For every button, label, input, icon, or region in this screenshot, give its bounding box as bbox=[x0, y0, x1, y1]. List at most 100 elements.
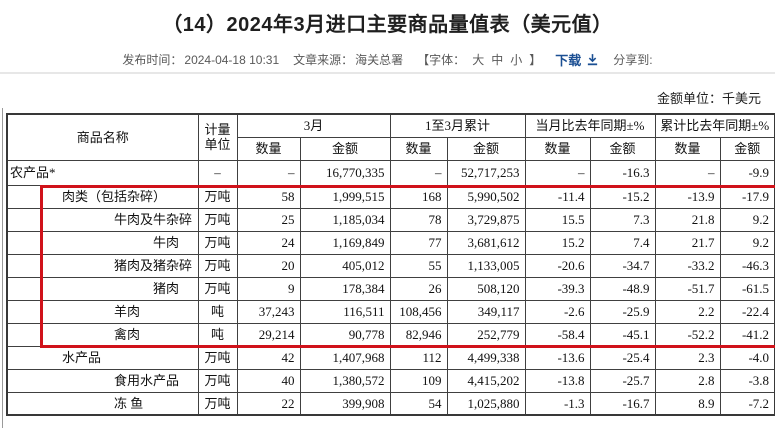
qty-cum-yoy-cell: 2.2 bbox=[654, 299, 721, 324]
table-row: 猪肉及猪杂碎 万吨 20 405,012 55 1,133,005 -20.6 … bbox=[6, 253, 775, 278]
table-row: 农产品* – – 16,770,335 – 52,717,253 – -16.3… bbox=[6, 159, 775, 186]
amt-march-cell: 1,185,034 bbox=[299, 207, 391, 232]
amt-cum-cell: 252,779 bbox=[446, 322, 526, 347]
commodity-name-cell: 食用水产品 bbox=[6, 368, 199, 393]
qty-cum-yoy-cell: -51.7 bbox=[654, 276, 721, 301]
unit-cell: – bbox=[197, 159, 238, 186]
qty-march-cell: 22 bbox=[236, 391, 301, 416]
qty-cum-yoy-cell: -52.2 bbox=[654, 322, 721, 347]
qty-month-yoy-cell: – bbox=[524, 159, 591, 186]
table-row: 水产品 万吨 42 1,407,968 112 4,499,338 -13.6 … bbox=[6, 345, 775, 370]
qty-cum-cell: 82,946 bbox=[389, 322, 448, 347]
header-divider bbox=[0, 72, 775, 74]
download-button[interactable]: 下载 bbox=[555, 50, 599, 69]
font-size-small-button[interactable]: 小 bbox=[510, 53, 523, 67]
amt-cum-cell: 349,117 bbox=[446, 299, 526, 324]
amt-cum-cell: 4,415,202 bbox=[446, 368, 526, 393]
col-header-amt-cum: 金额 bbox=[446, 136, 526, 161]
table-body: 农产品* – – 16,770,335 – 52,717,253 – -16.3… bbox=[6, 159, 775, 416]
qty-march-cell: 58 bbox=[236, 184, 301, 209]
qty-cum-yoy-cell: 21.7 bbox=[654, 230, 721, 255]
table-row: 冻 鱼 万吨 22 399,908 54 1,025,880 -1.3 -16.… bbox=[6, 391, 775, 416]
qty-march-cell: 25 bbox=[236, 207, 301, 232]
amt-cum-cell: 1,025,880 bbox=[446, 391, 526, 416]
amt-march-cell: 1,169,849 bbox=[299, 230, 391, 255]
qty-month-yoy-cell: -2.6 bbox=[524, 299, 591, 324]
amt-march-cell: 178,384 bbox=[299, 276, 391, 301]
commodity-name-cell: 牛肉 bbox=[6, 230, 199, 255]
qty-month-yoy-cell: -58.4 bbox=[524, 322, 591, 347]
amt-month-yoy-cell: -16.3 bbox=[589, 159, 656, 186]
col-group-jan-to-march: 1至3月累计 bbox=[389, 113, 526, 138]
qty-march-cell: 20 bbox=[236, 253, 301, 278]
amt-month-yoy-cell: -25.4 bbox=[589, 345, 656, 370]
amt-cum-yoy-cell: -17.9 bbox=[719, 184, 775, 209]
amt-march-cell: 1,380,572 bbox=[299, 368, 391, 393]
col-header-qty-month-yoy: 数量 bbox=[524, 136, 591, 161]
amt-cum-cell: 508,120 bbox=[446, 276, 526, 301]
amt-month-yoy-cell: -16.7 bbox=[589, 391, 656, 416]
commodity-name-cell: 牛肉及牛杂碎 bbox=[6, 207, 199, 232]
table-row: 牛肉及牛杂碎 万吨 25 1,185,034 78 3,729,875 15.5… bbox=[6, 207, 775, 232]
commodity-name-cell: 禽肉 bbox=[6, 322, 199, 347]
qty-cum-cell: – bbox=[389, 159, 448, 186]
amt-cum-yoy-cell: -41.2 bbox=[719, 322, 775, 347]
amount-unit-note: 金额单位：千美元 bbox=[656, 91, 761, 106]
amt-march-cell: 16,770,335 bbox=[299, 159, 391, 186]
publish-time-value: 2024-04-18 10:31 bbox=[184, 52, 280, 67]
table-header-group-row: 商品名称 计量单位 3月 1至3月累计 当月比去年同期±% 累计比去年同期±% bbox=[6, 113, 775, 161]
download-arrow-icon bbox=[586, 53, 599, 66]
amt-march-cell: 399,908 bbox=[299, 391, 391, 416]
qty-cum-cell: 108,456 bbox=[389, 299, 448, 324]
amt-march-cell: 116,511 bbox=[299, 299, 391, 324]
col-group-cumulative-yoy: 累计比去年同期±% bbox=[654, 113, 775, 138]
col-group-march: 3月 bbox=[236, 113, 391, 138]
amt-month-yoy-cell: 7.4 bbox=[589, 230, 656, 255]
amt-cum-yoy-cell: -7.2 bbox=[719, 391, 775, 416]
commodity-name-cell: 羊肉 bbox=[6, 299, 199, 324]
amt-cum-yoy-cell: -46.3 bbox=[719, 253, 775, 278]
qty-march-cell: 37,243 bbox=[236, 299, 301, 324]
amt-cum-yoy-cell: -9.9 bbox=[719, 159, 775, 186]
article-source-value: 海关总署 bbox=[355, 53, 404, 67]
article-source: 文章来源： 海关总署 bbox=[293, 51, 403, 68]
amt-march-cell: 405,012 bbox=[299, 253, 391, 278]
qty-cum-yoy-cell: -13.9 bbox=[654, 184, 721, 209]
amt-cum-cell: 5,990,502 bbox=[446, 184, 526, 209]
amt-cum-cell: 3,681,612 bbox=[446, 230, 526, 255]
qty-march-cell: 40 bbox=[236, 368, 301, 393]
commodity-name-cell: 水产品 bbox=[6, 345, 199, 370]
qty-month-yoy-cell: 15.2 bbox=[524, 230, 591, 255]
qty-cum-cell: 26 bbox=[389, 276, 448, 301]
unit-cell: 万吨 bbox=[197, 276, 238, 301]
amt-month-yoy-cell: -25.9 bbox=[589, 299, 656, 324]
page-title: （14）2024年3月进口主要商品量值表（美元值） bbox=[162, 14, 613, 36]
qty-cum-yoy-cell: -33.2 bbox=[654, 253, 721, 278]
share-to-button[interactable]: 分享到: bbox=[613, 53, 653, 67]
amt-month-yoy-cell: -45.1 bbox=[589, 322, 656, 347]
qty-cum-cell: 78 bbox=[389, 207, 448, 232]
font-size-large-button[interactable]: 大 bbox=[472, 53, 485, 67]
unit-cell: 万吨 bbox=[197, 253, 238, 278]
qty-cum-cell: 55 bbox=[389, 253, 448, 278]
commodity-name-cell: 猪肉及猪杂碎 bbox=[6, 253, 199, 278]
unit-cell: 万吨 bbox=[197, 207, 238, 232]
qty-cum-yoy-cell: 2.3 bbox=[654, 345, 721, 370]
table-row: 肉类（包括杂碎） 万吨 58 1,999,515 168 5,990,502 -… bbox=[6, 184, 775, 209]
unit-cell: 万吨 bbox=[197, 368, 238, 393]
qty-month-yoy-cell: -20.6 bbox=[524, 253, 591, 278]
table-header-sub-row: 数量 金额 数量 金额 数量 金额 数量 金额 bbox=[7, 136, 775, 161]
qty-march-cell: 42 bbox=[236, 345, 301, 370]
amt-cum-cell: 1,133,005 bbox=[446, 253, 526, 278]
qty-march-cell: – bbox=[236, 159, 301, 186]
table-row: 牛肉 万吨 24 1,169,849 77 3,681,612 15.2 7.4… bbox=[6, 230, 775, 255]
amt-cum-cell: 52,717,253 bbox=[446, 159, 526, 186]
col-header-qty-cum: 数量 bbox=[389, 136, 448, 161]
publish-time: 发布时间： 2024-04-18 10:31 bbox=[122, 51, 279, 68]
font-size-medium-button[interactable]: 中 bbox=[491, 53, 504, 67]
qty-cum-yoy-cell: 8.9 bbox=[654, 391, 721, 416]
amt-cum-yoy-cell: -61.5 bbox=[719, 276, 775, 301]
article-source-label: 文章来源： bbox=[293, 53, 354, 67]
commodity-name-cell: 农产品* bbox=[6, 159, 199, 186]
amt-month-yoy-cell: -25.7 bbox=[589, 368, 656, 393]
